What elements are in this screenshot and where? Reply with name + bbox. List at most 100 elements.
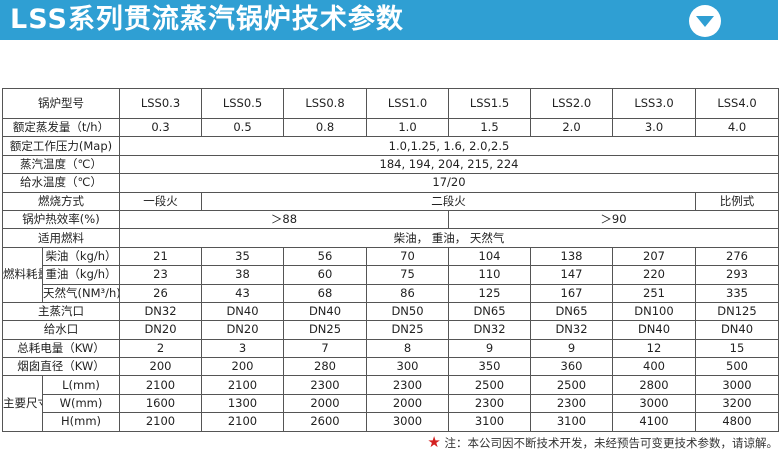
table-cell: 110 [448, 265, 531, 285]
table-cell: 3100 [530, 412, 613, 432]
row-group-label: 燃料耗量 [2, 246, 43, 303]
row-label: 烟囱直径（KW） [2, 357, 120, 377]
table-row: 给水口 DN20 DN20 DN25 DN25 DN32 DN32 DN40 DN40 [2, 320, 779, 340]
model-header: LSS3.0 [612, 88, 696, 119]
table-cell: 2500 [448, 375, 531, 395]
table-cell: DN25 [366, 320, 449, 340]
row-group-label: 主要尺寸 [2, 375, 43, 432]
table-cell: DN25 [283, 320, 367, 340]
table-cell: 3200 [695, 393, 779, 414]
model-header: LSS0.8 [283, 88, 367, 119]
table-cell: 38 [201, 265, 284, 285]
table-cell: 1.0,1.25, 1.6, 2.0,2.5 [119, 136, 779, 156]
model-header: LSS2.0 [530, 88, 613, 119]
row-label: 蒸汽温度（℃） [2, 154, 120, 175]
table-cell: 1300 [201, 393, 284, 414]
table-cell: 68 [283, 283, 367, 303]
table-cell: 220 [612, 265, 696, 285]
table-cell: 56 [283, 246, 367, 267]
table-cell: 一段火 [119, 191, 202, 211]
row-label: 天然气(NM³/h) [42, 283, 120, 303]
row-label: 主蒸汽口 [2, 301, 120, 322]
table-cell: 3000 [612, 393, 696, 414]
table-cell: DN32 [448, 320, 531, 340]
table-cell: 4100 [612, 412, 696, 432]
table-cell: 2300 [530, 393, 613, 414]
table-cell: 2300 [448, 393, 531, 414]
model-header: LSS1.0 [366, 88, 449, 119]
table-row: 主要尺寸L(mm)2100210023002300250025002800300… [2, 375, 779, 432]
table-cell: 184, 194, 204, 215, 224 [119, 154, 779, 175]
table-cell: 7 [283, 338, 367, 359]
row-label: 柴油（kg/h） [42, 246, 120, 267]
table-cell: 360 [530, 357, 613, 377]
header-bar: LSS系列贯流蒸汽锅炉技术参数 [0, 0, 778, 40]
table-cell: DN125 [695, 301, 779, 322]
table-cell: 2100 [119, 412, 202, 432]
table-cell: 0.3 [119, 117, 202, 138]
row-label: 给水口 [2, 320, 120, 340]
table-cell: 3 [201, 338, 284, 359]
table-cell: 2300 [283, 375, 367, 395]
table-cell: 138 [530, 246, 613, 267]
table-cell: 3000 [366, 412, 449, 432]
table-cell: 2.0 [530, 117, 613, 138]
row-label: 适用燃料 [2, 228, 120, 248]
model-header: LSS0.5 [201, 88, 284, 119]
spec-table: 锅炉型号 LSS0.3 LSS0.5 LSS0.8 LSS1.0 LSS1.5 LSS2.0… [2, 88, 779, 432]
table-cell: 1600 [119, 393, 202, 414]
table-header-row: 锅炉型号 LSS0.3 LSS0.5 LSS0.8 LSS1.0 LSS1.5 LSS2.0… [2, 88, 779, 119]
table-cell: 2800 [612, 375, 696, 395]
table-cell: 276 [695, 246, 779, 267]
table-cell: 2100 [201, 375, 284, 395]
table-cell: 15 [695, 338, 779, 359]
table-cell: DN65 [448, 301, 531, 322]
table-row: 额定蒸发量（t/h） 0.3 0.5 0.8 1.0 1.5 2.0 3.0 4.0 [2, 117, 779, 138]
table-row: 总耗电量（KW） 2 3 7 8 9 9 12 15 [2, 338, 779, 359]
table-cell: DN32 [119, 301, 202, 322]
table-cell: DN65 [530, 301, 613, 322]
row-label: 给水温度（℃） [2, 173, 120, 193]
row-label: 锅炉型号 [2, 88, 120, 119]
table-cell: DN40 [695, 320, 779, 340]
table-row: 烟囱直径（KW） 200 200 280 300 350 360 400 500 [2, 357, 779, 377]
note-text: 注：本公司因不断技术开发，未经预告可变更技术参数，请谅解。 [444, 436, 779, 450]
table-cell: 200 [201, 357, 284, 377]
table-cell: 293 [695, 265, 779, 285]
table-cell: 3000 [695, 375, 779, 395]
table-cell: 350 [448, 357, 531, 377]
model-header: LSS4.0 [695, 88, 779, 119]
table-cell: 251 [612, 283, 696, 303]
row-label: 燃烧方式 [2, 191, 120, 211]
row-label: 额定蒸发量（t/h） [2, 117, 120, 138]
table-cell: 柴油， 重油， 天然气 [119, 228, 779, 248]
table-cell: 207 [612, 246, 696, 267]
table-row: 蒸汽温度（℃） 184, 194, 204, 215, 224 [2, 154, 779, 175]
table-row: 重油（kg/h） 23 38 60 75 110 147 220 293 [3, 265, 779, 285]
table-cell: 400 [612, 357, 696, 377]
table-cell: 4800 [695, 412, 779, 432]
table-cell: 26 [119, 283, 202, 303]
table-row: H(mm) 2100 2100 2600 3000 3100 3100 4100 4800 [3, 412, 779, 432]
table-cell: 280 [283, 357, 367, 377]
table-cell: DN20 [201, 320, 284, 340]
table-cell: 3100 [448, 412, 531, 432]
row-label: 重油（kg/h） [42, 265, 120, 285]
table-cell: DN40 [612, 320, 696, 340]
table-cell: 2600 [283, 412, 367, 432]
table-cell: 17/20 [119, 173, 779, 193]
table-cell: 21 [119, 246, 202, 267]
chevron-down-circle-icon[interactable] [689, 5, 721, 37]
row-label: L(mm) [42, 375, 120, 395]
table-cell: 500 [695, 357, 779, 377]
table-cell: 43 [201, 283, 284, 303]
table-cell: 1.5 [448, 117, 531, 138]
table-cell: 200 [119, 357, 202, 377]
table-cell: 335 [695, 283, 779, 303]
table-cell: 12 [612, 338, 696, 359]
table-cell: 2000 [283, 393, 367, 414]
table-cell: DN40 [283, 301, 367, 322]
table-cell: 23 [119, 265, 202, 285]
table-cell: 1.0 [366, 117, 449, 138]
